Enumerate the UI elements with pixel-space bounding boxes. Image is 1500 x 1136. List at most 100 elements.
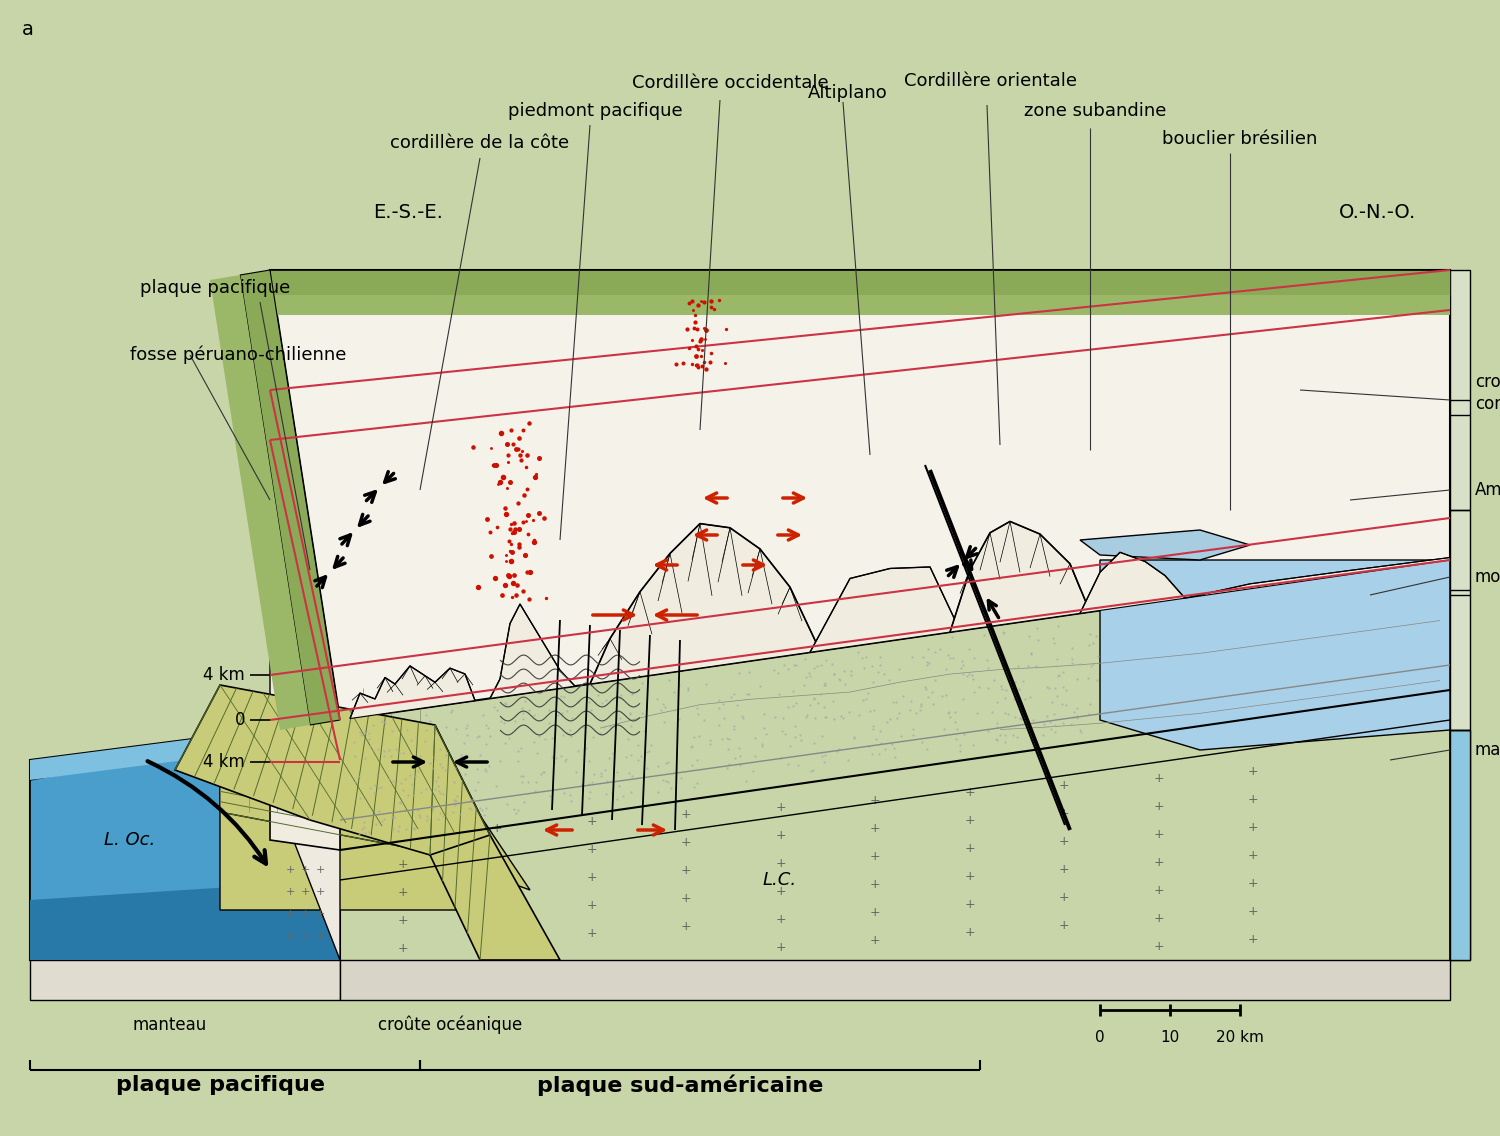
Text: Altiplano: Altiplano (808, 84, 888, 102)
Text: plaque pacifique: plaque pacifique (140, 279, 290, 296)
Polygon shape (590, 524, 820, 684)
Text: +: + (398, 858, 408, 870)
Text: +: + (776, 801, 786, 813)
Text: +: + (300, 909, 309, 919)
Polygon shape (1450, 270, 1470, 960)
Text: plaque pacifique: plaque pacifique (116, 1075, 324, 1095)
Text: croûte océanique: croûte océanique (378, 1016, 522, 1034)
Text: +: + (398, 829, 408, 843)
Text: zone subandine: zone subandine (1024, 102, 1166, 120)
Text: +: + (964, 870, 975, 884)
Text: +: + (964, 926, 975, 939)
Text: piedmont pacifique: piedmont pacifique (507, 102, 682, 120)
Text: +: + (300, 932, 309, 941)
Polygon shape (420, 726, 530, 889)
Text: +: + (681, 863, 692, 877)
Text: +: + (1154, 828, 1164, 841)
Text: +: + (492, 907, 502, 919)
Text: bouclier brésilien: bouclier brésilien (1162, 130, 1317, 148)
Polygon shape (30, 780, 340, 960)
Text: +: + (1059, 835, 1070, 849)
Polygon shape (430, 725, 560, 960)
Text: manteau: manteau (134, 1016, 207, 1034)
Text: +: + (964, 842, 975, 855)
Text: +: + (315, 887, 324, 897)
Text: +: + (870, 934, 880, 946)
Polygon shape (1080, 531, 1250, 560)
Polygon shape (210, 275, 310, 730)
Text: +: + (1248, 765, 1258, 778)
Text: +: + (1248, 933, 1258, 945)
Text: +: + (681, 920, 692, 933)
Text: +: + (870, 794, 880, 807)
Text: +: + (1154, 771, 1164, 785)
Text: +: + (776, 941, 786, 954)
Text: +: + (1248, 793, 1258, 805)
Text: +: + (300, 864, 309, 875)
Polygon shape (176, 685, 491, 855)
Text: L.C.: L.C. (764, 871, 796, 889)
Text: fosse péruano-chilienne: fosse péruano-chilienne (130, 345, 346, 365)
Text: Amazonie: Amazonie (1474, 481, 1500, 499)
Text: +: + (1059, 919, 1070, 933)
Text: manteau: manteau (1474, 741, 1500, 759)
Polygon shape (340, 960, 1450, 1000)
Text: +: + (681, 808, 692, 821)
Text: +: + (285, 864, 294, 875)
Text: +: + (1059, 863, 1070, 876)
Polygon shape (350, 666, 476, 719)
Text: 10: 10 (1161, 1030, 1179, 1045)
Polygon shape (30, 880, 340, 960)
Polygon shape (30, 960, 340, 1000)
Text: +: + (1248, 877, 1258, 889)
Text: +: + (300, 887, 309, 897)
Text: +: + (492, 878, 502, 892)
Text: +: + (398, 885, 408, 899)
Text: +: + (1248, 849, 1258, 862)
Text: L. Oc.: L. Oc. (105, 832, 156, 849)
Polygon shape (270, 720, 340, 850)
Text: Cordillère occidentale: Cordillère occidentale (632, 74, 828, 92)
Polygon shape (1450, 730, 1470, 960)
Text: +: + (586, 816, 597, 828)
Text: 0: 0 (234, 711, 244, 729)
Text: +: + (1154, 855, 1164, 869)
Polygon shape (270, 270, 1450, 295)
Text: +: + (492, 822, 502, 835)
Text: O.-N.-O.: O.-N.-O. (1340, 203, 1416, 223)
Text: +: + (870, 850, 880, 862)
Text: +: + (776, 857, 786, 870)
Text: +: + (1154, 939, 1164, 953)
Text: +: + (964, 786, 975, 800)
Text: +: + (870, 877, 880, 891)
Text: E.-S.-E.: E.-S.-E. (374, 203, 442, 223)
Text: 0: 0 (1095, 1030, 1106, 1045)
Text: +: + (776, 828, 786, 842)
Text: +: + (1154, 800, 1164, 813)
Polygon shape (490, 604, 574, 699)
Text: +: + (1059, 891, 1070, 904)
Text: +: + (870, 905, 880, 919)
Text: +: + (964, 899, 975, 911)
Polygon shape (810, 567, 960, 652)
Text: 4 km: 4 km (204, 753, 245, 771)
Text: +: + (285, 932, 294, 941)
Text: +: + (586, 899, 597, 912)
Text: +: + (1059, 807, 1070, 820)
Text: +: + (586, 871, 597, 884)
Polygon shape (1185, 558, 1450, 599)
Text: +: + (776, 912, 786, 926)
Polygon shape (30, 720, 340, 780)
Text: +: + (1248, 820, 1258, 834)
Text: Cordillère orientale: Cordillère orientale (903, 72, 1077, 90)
Text: +: + (315, 909, 324, 919)
Text: +: + (870, 821, 880, 835)
Text: +: + (776, 885, 786, 897)
Text: +: + (1059, 779, 1070, 792)
Polygon shape (1100, 560, 1450, 750)
Text: +: + (315, 932, 324, 941)
Polygon shape (270, 390, 340, 850)
Text: +: + (681, 836, 692, 849)
Text: 4 km: 4 km (204, 666, 245, 684)
Text: 20 km: 20 km (1216, 1030, 1264, 1045)
